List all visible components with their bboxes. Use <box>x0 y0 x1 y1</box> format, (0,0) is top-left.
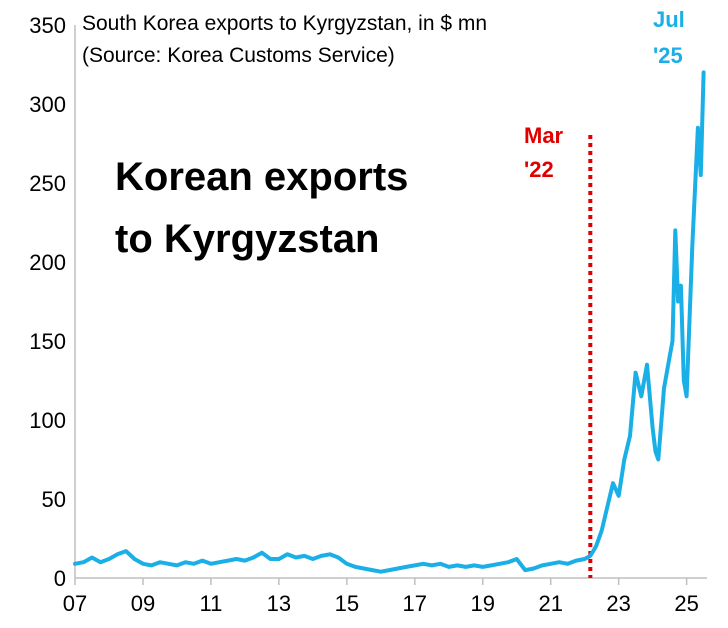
y-tick-label: 150 <box>29 329 66 354</box>
x-tick-label: 21 <box>538 591 562 616</box>
end-label-line-1: Jul <box>653 7 685 32</box>
x-axis-ticks: 07 09 11 13 15 17 19 21 23 25 <box>63 578 699 616</box>
chart-subtitle-line-1: South Korea exports to Kyrgyzstan, in $ … <box>82 12 487 35</box>
chart-subtitle-line-2: (Source: Korea Customs Service) <box>82 44 395 67</box>
x-tick-label: 15 <box>335 591 359 616</box>
x-tick-label: 07 <box>63 591 87 616</box>
y-tick-label: 300 <box>29 92 66 117</box>
y-tick-label: 250 <box>29 171 66 196</box>
end-label-line-2: '25 <box>653 43 683 68</box>
y-tick-label: 0 <box>54 566 66 591</box>
x-tick-label: 11 <box>199 591 222 616</box>
y-tick-label: 200 <box>29 250 66 275</box>
marker-label-line-1: Mar <box>524 123 564 148</box>
marker-label-line-2: '22 <box>524 157 554 182</box>
exports-series-line <box>73 70 706 574</box>
x-tick-label: 17 <box>403 591 427 616</box>
y-axis-ticks: 0 50 100 150 200 250 300 350 <box>29 13 66 591</box>
y-tick-label: 350 <box>29 13 66 38</box>
y-tick-label: 50 <box>42 487 66 512</box>
x-tick-label: 13 <box>267 591 291 616</box>
x-tick-label: 25 <box>674 591 698 616</box>
headline-line-2: to Kyrgyzstan <box>115 217 380 261</box>
y-tick-label: 100 <box>29 408 66 433</box>
x-tick-label: 09 <box>131 591 155 616</box>
headline-line-1: Korean exports <box>115 155 408 199</box>
x-tick-label: 23 <box>606 591 630 616</box>
x-tick-label: 19 <box>470 591 494 616</box>
